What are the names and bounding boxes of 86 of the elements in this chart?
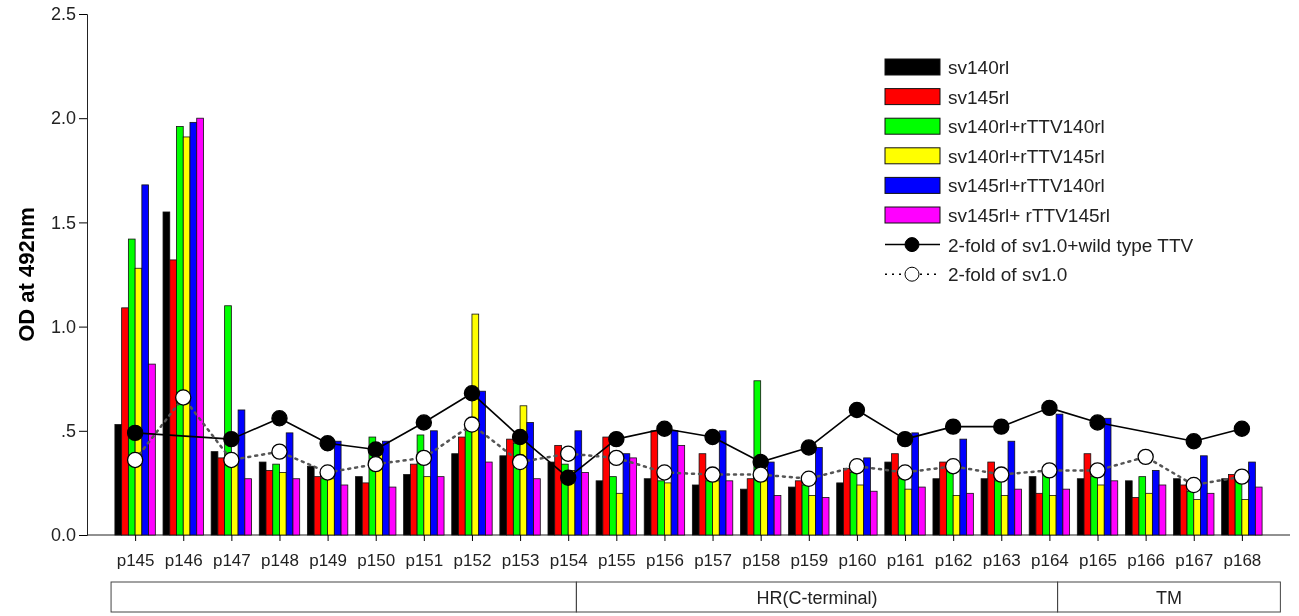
point <box>1233 468 1251 485</box>
x-tick-label: p166 <box>1127 551 1166 571</box>
point <box>126 424 144 442</box>
point <box>1137 448 1154 466</box>
x-tick-label: p161 <box>886 551 925 571</box>
point <box>896 464 914 481</box>
point <box>511 453 529 471</box>
point <box>656 464 673 481</box>
point <box>896 430 914 448</box>
x-tick-label: p165 <box>1079 551 1117 571</box>
text: HR(C-terminal) <box>756 588 878 608</box>
point <box>1041 462 1058 479</box>
x-tick-label: p146 <box>164 551 203 571</box>
point <box>1233 420 1251 437</box>
point <box>993 418 1010 435</box>
point <box>271 443 288 460</box>
x-tick-label: p149 <box>309 551 348 571</box>
point <box>511 428 529 446</box>
x-tick-label: p148 <box>261 551 299 571</box>
point <box>463 385 481 402</box>
text: TM <box>1155 588 1182 608</box>
y-tick-label: 1.0 <box>50 316 76 337</box>
point <box>848 458 866 475</box>
legend-label: sv145rl <box>948 86 1010 108</box>
legend-label: sv145rl+rTTV140rl <box>948 175 1105 197</box>
point <box>1089 414 1106 431</box>
x-tick-label: p157 <box>694 551 732 571</box>
x-tick-label: p160 <box>838 551 877 571</box>
point <box>608 430 625 448</box>
legend-label: sv140rl <box>948 57 1010 78</box>
x-tick-label: p159 <box>790 551 829 571</box>
x-tick-label: p154 <box>549 551 588 571</box>
point <box>608 449 625 467</box>
x-tick-label: p145 <box>116 551 155 571</box>
x-tick-label: p151 <box>405 551 444 571</box>
point <box>1185 433 1202 450</box>
point <box>319 435 336 452</box>
point <box>126 451 144 469</box>
y-tick-label: 2.5 <box>50 4 76 25</box>
point <box>704 428 721 446</box>
legend-label: 2-fold of sv1.0+wild type TTV <box>948 234 1194 256</box>
point <box>1041 399 1058 417</box>
point <box>993 466 1010 483</box>
point <box>415 449 433 467</box>
y-tick-label: 1.5 <box>50 212 76 233</box>
x-tick-label: p164 <box>1030 551 1069 571</box>
point <box>848 401 866 419</box>
point <box>319 464 336 481</box>
y-tick-label: 0.0 <box>50 525 76 546</box>
point <box>271 410 288 427</box>
y-tick-label: 2.0 <box>50 108 76 129</box>
point <box>175 389 192 406</box>
point <box>559 445 577 462</box>
point <box>800 439 818 456</box>
point <box>944 418 962 435</box>
legend-label: 2-fold of sv1.0 <box>948 264 1068 286</box>
point <box>415 414 433 431</box>
point <box>1185 476 1202 494</box>
point <box>223 451 240 469</box>
point <box>463 416 481 433</box>
y-tick-label: .5 <box>60 421 76 442</box>
point <box>1089 462 1106 479</box>
x-tick-label: p153 <box>501 551 540 571</box>
point <box>559 469 577 486</box>
point <box>367 455 384 473</box>
x-tick-label: p162 <box>934 551 973 571</box>
x-tick-label: p155 <box>597 551 636 571</box>
point <box>367 441 384 458</box>
x-tick-label: p168 <box>1223 551 1262 571</box>
x-tick-label: p156 <box>646 551 684 571</box>
legend-label: sv140rl+rTTV145rl <box>948 145 1105 167</box>
legend-label: sv145rl+ rTTV145rl <box>948 205 1111 226</box>
point <box>944 458 962 475</box>
x-tick-label: p147 <box>212 551 251 571</box>
point <box>223 430 240 448</box>
x-tick-label: p150 <box>357 551 396 571</box>
point <box>656 420 673 437</box>
point <box>752 466 769 483</box>
y-axis-title: OD at 492nm <box>14 207 39 342</box>
point <box>800 470 818 487</box>
x-tick-label: p158 <box>742 551 781 571</box>
x-tick-label: p167 <box>1175 551 1214 571</box>
point <box>704 466 721 483</box>
x-tick-label: p152 <box>453 551 492 571</box>
legend-label: sv140rl+rTTV140rl <box>948 116 1105 138</box>
x-tick-label: p163 <box>982 551 1021 571</box>
